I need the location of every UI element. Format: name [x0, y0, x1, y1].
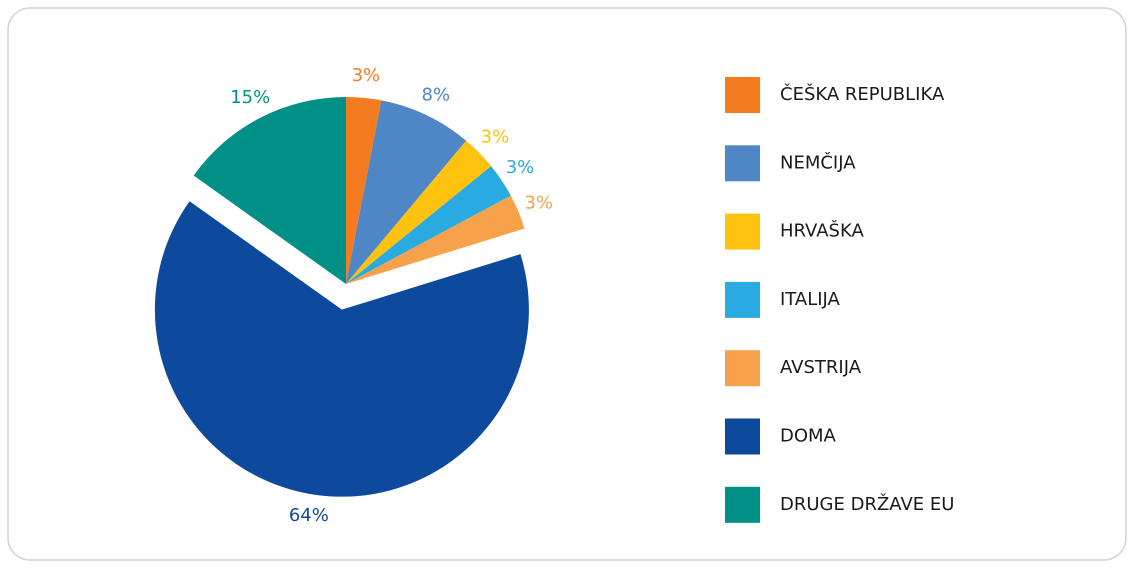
- legend-swatch: [725, 486, 760, 523]
- pie-slice: [346, 140, 492, 284]
- pie-slice: [154, 201, 529, 497]
- data-label: 64%: [289, 505, 329, 526]
- pie-slice: [346, 100, 467, 284]
- legend-label: ITALIJA: [780, 289, 841, 310]
- legend-swatch: [725, 418, 760, 455]
- data-label: 3%: [506, 157, 535, 178]
- legend-label: DOMA: [780, 426, 837, 447]
- data-label: 3%: [481, 126, 510, 147]
- legend-label: ČEŠKA REPUBLIKA: [780, 83, 945, 105]
- legend-swatch: [725, 213, 760, 250]
- legend-swatch: [725, 77, 760, 113]
- legend-label: AVSTRIJA: [780, 357, 862, 378]
- legend-label: HRVAŠKA: [780, 220, 864, 242]
- data-label: 3%: [524, 192, 553, 213]
- pie-slice: [193, 97, 346, 284]
- legend-label: NEMČIJA: [780, 151, 856, 173]
- pie-slice: [346, 166, 511, 284]
- data-label: 8%: [422, 84, 451, 105]
- legend-swatch: [725, 145, 760, 182]
- data-label: 3%: [352, 65, 381, 86]
- pie-slice: [346, 97, 382, 284]
- data-label: 15%: [230, 87, 270, 108]
- legend-swatch: [725, 350, 760, 387]
- legend-label: DRUGE DRŽAVE EU: [780, 493, 954, 515]
- legend-swatch: [725, 281, 760, 318]
- pie-slice: [346, 195, 525, 284]
